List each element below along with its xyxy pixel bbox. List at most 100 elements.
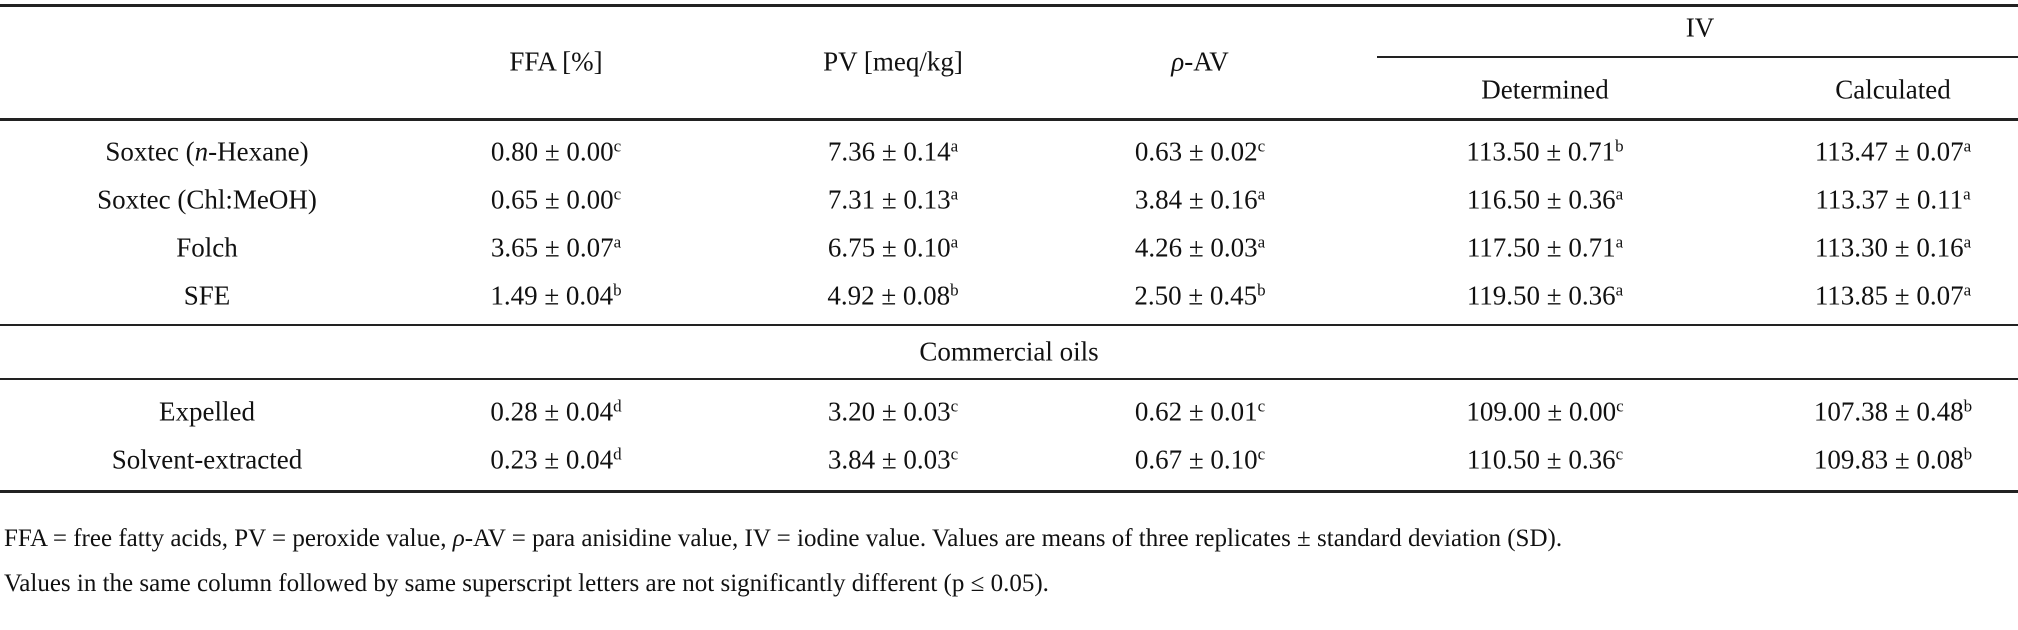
- row-label: Expelled: [159, 397, 255, 428]
- header-pv: PV [meq/kg]: [823, 46, 963, 77]
- header-pav-text: -AV: [1184, 46, 1229, 77]
- cell-value: 0.80 ± 0.00: [490, 136, 614, 167]
- table-cell: 0.65 ± 0.00c: [491, 185, 621, 216]
- significance-letter: c: [1616, 396, 1624, 416]
- table-cell: 0.62 ± 0.01c: [1135, 397, 1265, 428]
- cell-value: 3.84 ± 0.16: [1134, 184, 1258, 215]
- significance-letter: b: [1615, 136, 1624, 156]
- significance-letter: c: [950, 396, 959, 416]
- row-label-italic: n: [194, 136, 209, 167]
- row-label: Soxtec (n-Hexane): [105, 137, 308, 168]
- cell-value: 107.38 ± 0.48: [1813, 396, 1964, 427]
- cell-value: 0.62 ± 0.01: [1134, 396, 1258, 427]
- table-cell: 116.50 ± 0.36a: [1467, 185, 1623, 216]
- significance-letter: a: [950, 232, 959, 252]
- significance-letter: c: [1257, 396, 1266, 416]
- row-label-text: Soxtec (: [105, 136, 195, 167]
- table-cell: 0.63 ± 0.02c: [1135, 137, 1265, 168]
- cell-value: 0.67 ± 0.10: [1134, 444, 1258, 475]
- cell-value: 3.84 ± 0.03: [827, 444, 951, 475]
- significance-letter: a: [1963, 184, 1971, 204]
- table-cell: 0.28 ± 0.04d: [490, 397, 621, 428]
- row-label-text: SFE: [183, 280, 231, 311]
- header-bottom-rule: [0, 118, 2018, 121]
- footnote-text-a: FFA = free fatty acids, PV = peroxide va…: [4, 525, 453, 552]
- cell-value: 3.20 ± 0.03: [827, 396, 951, 427]
- cell-value: 0.63 ± 0.02: [1134, 136, 1258, 167]
- cell-value: 113.30 ± 0.16: [1814, 232, 1964, 263]
- table-cell: 2.50 ± 0.45b: [1134, 281, 1265, 312]
- row-label: Soxtec (Chl:MeOH): [97, 185, 317, 216]
- significance-letter: a: [950, 136, 959, 156]
- row-label: Folch: [176, 233, 238, 264]
- significance-letter: a: [1615, 232, 1624, 252]
- table-cell: 7.36 ± 0.14a: [828, 137, 958, 168]
- cell-value: 110.50 ± 0.36: [1466, 444, 1616, 475]
- header-iv: IV: [1685, 12, 1715, 43]
- significance-letter: d: [613, 396, 622, 416]
- table-cell: 0.23 ± 0.04d: [490, 445, 621, 476]
- significance-letter: a: [1257, 232, 1266, 252]
- row-label-text: Solvent-extracted: [111, 444, 303, 475]
- header-determined: Determined: [1481, 74, 1609, 105]
- significance-letter: b: [613, 280, 622, 300]
- table-cell: 7.31 ± 0.13a: [828, 185, 958, 216]
- significance-letter: b: [1963, 444, 1973, 464]
- table-cell: 6.75 ± 0.10a: [828, 233, 958, 264]
- table-cell: 113.85 ± 0.07a: [1815, 281, 1971, 312]
- table-bottom-rule: [0, 490, 2018, 493]
- significance-letter: d: [613, 444, 622, 464]
- table-cell: 3.20 ± 0.03c: [828, 397, 958, 428]
- cell-value: 0.28 ± 0.04: [490, 396, 614, 427]
- cell-value: 113.85 ± 0.07: [1814, 280, 1964, 311]
- row-label-text: Soxtec (Chl:MeOH): [97, 184, 317, 215]
- table-cell: 4.26 ± 0.03a: [1135, 233, 1265, 264]
- table-cell: 3.65 ± 0.07a: [491, 233, 621, 264]
- significance-letter: a: [1963, 280, 1972, 300]
- significance-letter: c: [1257, 136, 1266, 156]
- significance-letter: a: [1257, 184, 1266, 204]
- significance-letter: a: [1615, 184, 1624, 204]
- significance-letter: b: [1963, 396, 1973, 416]
- row-label-text-post: -Hexane): [208, 136, 309, 167]
- significance-letter: a: [1615, 280, 1624, 300]
- cell-value: 116.50 ± 0.36: [1466, 184, 1616, 215]
- significance-letter: a: [950, 184, 959, 204]
- footnote-line-1: FFA = free fatty acids, PV = peroxide va…: [4, 525, 1562, 553]
- cell-value: 7.31 ± 0.13: [827, 184, 951, 215]
- table-cell: 3.84 ± 0.16a: [1135, 185, 1265, 216]
- rho-symbol: ρ: [452, 525, 465, 552]
- table-cell: 3.84 ± 0.03c: [828, 445, 958, 476]
- table-cell: 110.50 ± 0.36c: [1467, 445, 1623, 476]
- rho-symbol: ρ: [1171, 46, 1185, 77]
- cell-value: 113.50 ± 0.71: [1466, 136, 1616, 167]
- footnote-text-b: -AV = para anisidine value, IV = iodine …: [464, 525, 1563, 552]
- table-cell: 0.67 ± 0.10c: [1135, 445, 1265, 476]
- section-rule-bottom: [0, 378, 2018, 380]
- table-cell: 0.80 ± 0.00c: [491, 137, 621, 168]
- significance-letter: a: [613, 232, 622, 252]
- significance-letter: b: [1257, 280, 1266, 300]
- cell-value: 0.23 ± 0.04: [490, 444, 614, 475]
- table-cell: 119.50 ± 0.36a: [1467, 281, 1623, 312]
- row-label: SFE: [184, 281, 231, 312]
- table-cell: 113.30 ± 0.16a: [1815, 233, 1971, 264]
- table-cell: 113.37 ± 0.11a: [1815, 185, 1970, 216]
- table-cell: 4.92 ± 0.08b: [827, 281, 958, 312]
- cell-value: 6.75 ± 0.10: [827, 232, 951, 263]
- table-top-rule: [0, 4, 2018, 7]
- section-rule-top: [0, 324, 2018, 326]
- cell-value: 1.49 ± 0.04: [490, 280, 614, 311]
- cell-value: 117.50 ± 0.71: [1466, 232, 1616, 263]
- cell-value: 3.65 ± 0.07: [490, 232, 614, 263]
- significance-letter: c: [1257, 444, 1266, 464]
- cell-value: 113.47 ± 0.07: [1814, 136, 1964, 167]
- table-cell: 107.38 ± 0.48b: [1814, 397, 1972, 428]
- significance-letter: a: [1963, 232, 1972, 252]
- cell-value: 0.65 ± 0.00: [490, 184, 614, 215]
- table-cell: 1.49 ± 0.04b: [490, 281, 621, 312]
- table-cell: 117.50 ± 0.71a: [1467, 233, 1623, 264]
- row-label-text: Folch: [176, 232, 238, 263]
- significance-letter: b: [950, 280, 959, 300]
- significance-letter: c: [613, 184, 622, 204]
